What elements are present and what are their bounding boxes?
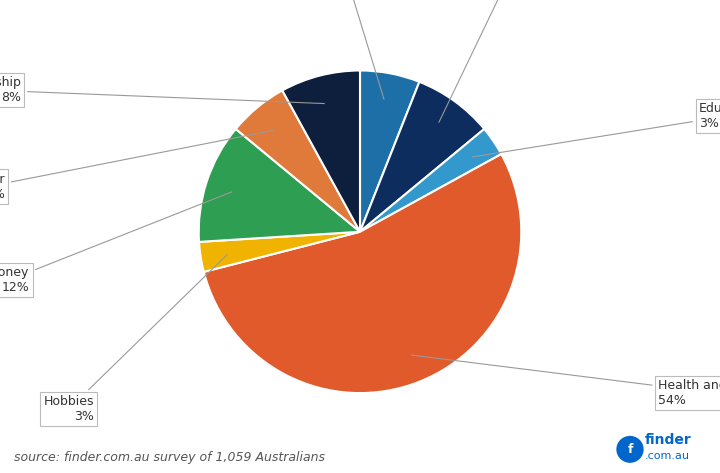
Text: Travel
6%: Travel 6% <box>325 0 384 99</box>
Text: Health and fitness
54%: Health and fitness 54% <box>411 355 720 407</box>
Text: Other
6%: Other 6% <box>0 131 273 201</box>
Text: Education
3%: Education 3% <box>472 102 720 157</box>
Wedge shape <box>282 70 360 232</box>
Text: Money
12%: Money 12% <box>0 192 232 294</box>
Wedge shape <box>360 129 501 232</box>
Text: .com.au: .com.au <box>644 451 690 461</box>
Wedge shape <box>360 70 419 232</box>
Wedge shape <box>235 90 360 232</box>
Text: finder: finder <box>644 433 691 447</box>
Wedge shape <box>360 82 485 232</box>
Text: source: finder.com.au survey of 1,059 Australians: source: finder.com.au survey of 1,059 Au… <box>14 451 325 464</box>
Wedge shape <box>199 232 360 272</box>
Text: f: f <box>627 443 633 456</box>
Text: Hobbies
3%: Hobbies 3% <box>43 254 228 423</box>
Wedge shape <box>204 154 521 393</box>
Text: Relationship
8%: Relationship 8% <box>0 76 324 104</box>
Circle shape <box>617 437 643 462</box>
Text: Business and career
8%: Business and career 8% <box>439 0 577 123</box>
Wedge shape <box>199 129 360 242</box>
